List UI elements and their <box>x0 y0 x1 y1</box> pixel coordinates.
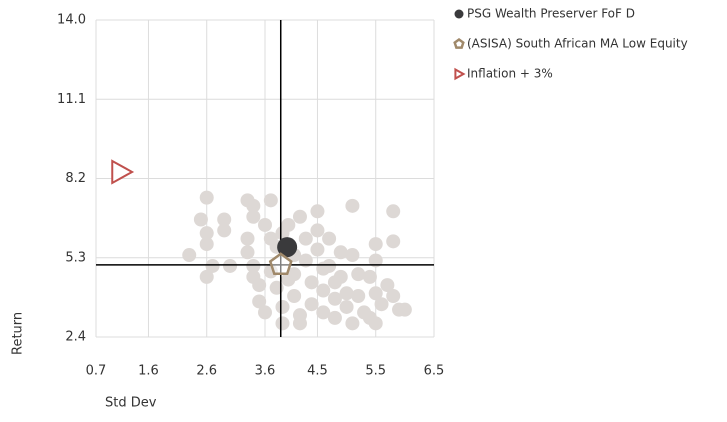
x-tick-label: 1.6 <box>138 364 159 379</box>
point <box>339 286 354 301</box>
point <box>269 280 284 295</box>
point <box>386 204 401 219</box>
point <box>199 237 214 252</box>
point <box>368 237 383 252</box>
legend: PSG Wealth Preserver FoF D (ASISA) South … <box>453 7 688 81</box>
point <box>386 289 401 304</box>
legend-label: (ASISA) South African MA Low Equity <box>467 37 688 51</box>
legend-marker <box>454 9 464 19</box>
point <box>246 209 261 224</box>
point <box>345 316 360 331</box>
point <box>397 302 412 317</box>
point <box>322 231 337 246</box>
point <box>287 289 302 304</box>
point <box>258 305 272 320</box>
point <box>368 253 383 268</box>
point <box>268 252 293 276</box>
legend-label: PSG Wealth Preserver FoF D <box>467 7 635 21</box>
point <box>240 231 255 246</box>
point <box>111 159 135 185</box>
point <box>252 278 267 293</box>
point <box>345 198 360 213</box>
point <box>298 231 313 246</box>
point <box>310 204 325 219</box>
y-tick-label: 8.2 <box>65 171 86 186</box>
point <box>339 299 354 314</box>
point <box>217 223 232 238</box>
point <box>310 242 325 257</box>
point <box>322 258 337 273</box>
y-axis-title: Return <box>11 312 26 355</box>
point <box>199 269 214 284</box>
point <box>310 223 325 238</box>
point <box>316 283 331 298</box>
point <box>368 286 383 301</box>
legend-marker <box>453 37 465 49</box>
point <box>217 212 232 227</box>
x-tick-label: 2.6 <box>196 364 217 379</box>
point <box>304 275 319 290</box>
point <box>333 269 348 284</box>
point <box>240 245 255 260</box>
point <box>193 212 208 227</box>
point <box>205 258 220 273</box>
x-axis-title: Std Dev <box>105 396 157 411</box>
point <box>351 267 366 282</box>
x-tick-label: 5.5 <box>365 364 386 379</box>
point <box>380 278 395 293</box>
point <box>386 234 401 249</box>
point <box>333 245 348 260</box>
y-tick-label: 14.0 <box>57 13 86 28</box>
y-tick-label: 5.3 <box>65 250 86 265</box>
point <box>258 217 272 232</box>
y-tick-label: 11.1 <box>57 92 86 107</box>
point <box>275 226 290 241</box>
point <box>351 289 366 304</box>
point <box>374 297 389 312</box>
point <box>199 226 214 241</box>
point <box>345 248 360 263</box>
point <box>327 291 342 306</box>
legend-label: Inflation + 3% <box>467 67 553 81</box>
point <box>223 258 238 273</box>
point <box>246 198 261 213</box>
point <box>199 190 214 205</box>
x-tick-label: 0.7 <box>86 364 107 379</box>
point <box>362 269 377 284</box>
point <box>263 193 278 208</box>
point <box>316 305 331 320</box>
point <box>246 258 261 273</box>
point <box>277 237 298 258</box>
point <box>292 316 307 331</box>
point <box>182 248 197 263</box>
legend-marker <box>454 67 466 81</box>
x-tick-label: 3.6 <box>255 364 276 379</box>
point <box>252 294 267 309</box>
x-tick-label: 6.5 <box>424 364 445 379</box>
y-tick-label: 2.4 <box>65 330 86 345</box>
point <box>368 316 383 331</box>
point <box>275 299 290 314</box>
point <box>304 297 319 312</box>
point <box>298 253 313 268</box>
point <box>281 272 296 287</box>
point <box>275 316 290 331</box>
point <box>327 310 342 325</box>
x-tick-label: 4.5 <box>307 364 328 379</box>
point <box>292 209 307 224</box>
